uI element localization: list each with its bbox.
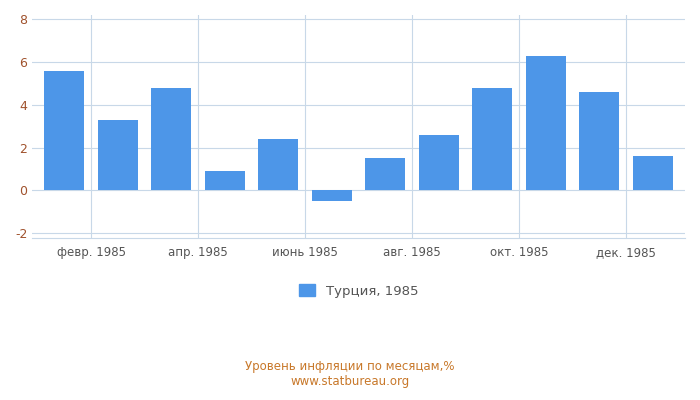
Bar [419,135,459,190]
Bar [312,190,352,201]
Bar [98,120,138,190]
Bar [580,92,620,190]
Bar [258,139,298,190]
Bar [365,158,405,190]
Bar [633,156,673,190]
Bar [151,88,191,190]
Bar [526,56,566,190]
Bar [473,88,512,190]
Bar [205,171,245,190]
Bar [44,71,85,190]
Legend: Турция, 1985: Турция, 1985 [299,284,418,298]
Text: Уровень инфляции по месяцам,%
www.statbureau.org: Уровень инфляции по месяцам,% www.statbu… [245,360,455,388]
